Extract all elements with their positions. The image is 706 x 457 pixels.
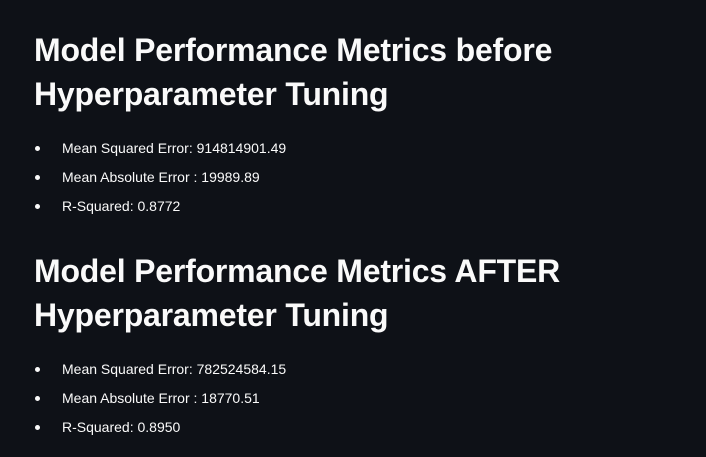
bullet-icon (35, 175, 40, 180)
list-item: Mean Squared Error: 914814901.49 (34, 134, 694, 163)
list-item: Mean Squared Error: 782524584.15 (34, 355, 694, 384)
before-metrics-list: Mean Squared Error: 914814901.49 Mean Ab… (34, 134, 694, 221)
bullet-icon (35, 396, 40, 401)
mse-before: Mean Squared Error: 914814901.49 (62, 140, 287, 156)
list-item: R-Squared: 0.8950 (34, 413, 694, 442)
list-item: R-Squared: 0.8772 (34, 192, 694, 221)
after-heading-line1: Model Performance Metrics AFTER (34, 253, 561, 289)
bullet-icon (35, 425, 40, 430)
mae-before: Mean Absolute Error : 19989.89 (62, 169, 260, 185)
r-squared-before: R-Squared: 0.8772 (62, 198, 181, 214)
before-heading-line2: Hyperparameter Tuning (34, 76, 389, 112)
after-heading-line2: Hyperparameter Tuning (34, 297, 389, 333)
bullet-icon (35, 367, 40, 372)
after-heading: Model Performance Metrics AFTER Hyperpar… (34, 249, 694, 337)
list-item: Mean Absolute Error : 19989.89 (34, 163, 694, 192)
metrics-before-section: Model Performance Metrics before Hyperpa… (34, 28, 694, 221)
list-item: Mean Absolute Error : 18770.51 (34, 384, 694, 413)
bullet-icon (35, 146, 40, 151)
metrics-after-section: Model Performance Metrics AFTER Hyperpar… (34, 249, 694, 442)
mse-after: Mean Squared Error: 782524584.15 (62, 361, 287, 377)
bullet-icon (35, 204, 40, 209)
r-squared-after: R-Squared: 0.8950 (62, 419, 181, 435)
before-heading: Model Performance Metrics before Hyperpa… (34, 28, 694, 116)
mae-after: Mean Absolute Error : 18770.51 (62, 390, 260, 406)
before-heading-line1: Model Performance Metrics before (34, 32, 553, 68)
after-metrics-list: Mean Squared Error: 782524584.15 Mean Ab… (34, 355, 694, 442)
